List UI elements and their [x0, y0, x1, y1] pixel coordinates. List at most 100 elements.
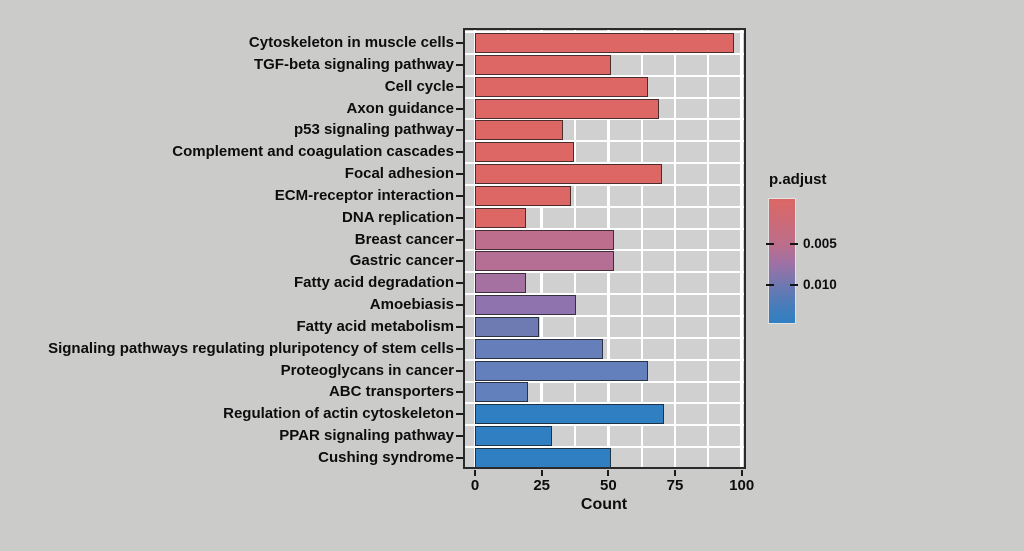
gridline-horizontal: [465, 468, 744, 469]
gridline-horizontal: [465, 183, 744, 186]
category-label: Gastric cancer: [349, 252, 454, 270]
y-axis-tick: [456, 435, 463, 438]
category-label: TGF-beta signaling pathway: [253, 55, 454, 73]
y-axis-tick: [456, 129, 463, 132]
category-label: ABC transporters: [328, 383, 454, 401]
category-label: ECM-receptor interaction: [274, 186, 454, 204]
x-axis-tick: [674, 470, 677, 476]
plot-panel: [463, 28, 746, 469]
category-label: Cell cycle: [384, 77, 454, 95]
y-axis-tick: [456, 194, 463, 197]
category-label: Fatty acid degradation: [293, 274, 454, 292]
category-label: Complement and coagulation cascades: [172, 143, 454, 161]
bar: [475, 98, 660, 119]
y-axis-tick: [456, 456, 463, 459]
legend-tick-mark: [790, 283, 798, 286]
gridline-horizontal: [465, 424, 744, 427]
category-label: Amoebiasis: [369, 296, 454, 314]
x-axis-tick: [740, 470, 743, 476]
bar: [475, 404, 665, 425]
x-tick-label: 50: [600, 477, 617, 494]
bar: [475, 295, 577, 316]
category-label: Proteoglycans in cancer: [280, 361, 454, 379]
gridline-horizontal: [465, 358, 744, 361]
category-label: Fatty acid metabolism: [296, 317, 454, 335]
category-label: DNA replication: [342, 208, 454, 226]
bar: [475, 382, 529, 403]
category-label: Signaling pathways regulating pluripoten…: [48, 339, 454, 357]
gridline-vertical-minor: [640, 30, 643, 467]
bar: [475, 229, 614, 250]
legend-gradient-bar: [768, 198, 796, 324]
bar: [475, 338, 604, 359]
gridline-horizontal: [465, 380, 744, 383]
category-label: Regulation of actin cytoskeleton: [223, 405, 454, 423]
category-label: Focal adhesion: [344, 165, 454, 183]
bar: [475, 426, 553, 447]
gridline-horizontal: [465, 31, 744, 34]
y-axis-tick: [456, 282, 463, 285]
y-axis-tick: [456, 85, 463, 88]
legend-tick-mark: [790, 243, 798, 246]
x-axis-tick: [474, 470, 476, 476]
bar: [475, 273, 526, 294]
gridline-vertical-major: [673, 30, 677, 467]
y-axis-tick: [456, 107, 463, 110]
category-label: PPAR signaling pathway: [279, 427, 454, 445]
gridline-vertical-minor: [707, 30, 710, 467]
bar: [475, 76, 649, 97]
bar: [475, 360, 649, 381]
x-tick-label: 25: [533, 477, 551, 494]
gridline-horizontal: [465, 118, 744, 121]
gridline-horizontal: [465, 74, 744, 77]
y-axis-tick: [456, 42, 463, 44]
x-tick-label: 0: [470, 477, 480, 494]
y-axis-tick: [456, 260, 463, 263]
y-axis-tick: [456, 151, 463, 154]
y-axis-tick: [456, 238, 463, 241]
y-axis-tick: [456, 216, 463, 219]
gridline-horizontal: [465, 205, 744, 208]
legend-tick-label: 0.010: [803, 276, 837, 292]
bar: [475, 120, 563, 141]
y-axis-tick: [456, 369, 463, 372]
gridline-horizontal: [465, 402, 744, 405]
bar: [475, 185, 571, 206]
category-label: p53 signaling pathway: [293, 121, 454, 139]
x-axis-tick: [607, 470, 610, 476]
category-label: Axon guidance: [346, 99, 454, 117]
category-label: Cytoskeleton in muscle cells: [248, 34, 454, 51]
y-axis-tick: [456, 325, 463, 328]
gridline-horizontal: [465, 336, 744, 339]
gridline-horizontal: [465, 315, 744, 317]
bar: [475, 316, 539, 337]
y-axis-tick: [456, 304, 463, 307]
legend-tick-label: 0.005: [803, 236, 837, 252]
x-tick-label: 75: [666, 477, 684, 494]
y-axis-tick: [456, 173, 463, 176]
gridline-horizontal: [465, 140, 744, 143]
bar: [475, 207, 526, 228]
legend-tick-mark: [766, 243, 774, 246]
bar: [475, 33, 734, 53]
gridline-horizontal: [465, 227, 744, 230]
gridline-horizontal: [465, 293, 744, 296]
gridline-horizontal: [465, 96, 744, 99]
y-axis-tick: [456, 347, 463, 350]
gridline-horizontal: [465, 249, 744, 252]
bar: [475, 142, 574, 163]
gridline-vertical-major: [740, 30, 743, 467]
y-axis-tick: [456, 413, 463, 416]
legend-tick-mark: [766, 283, 774, 286]
category-label: Cushing syndrome: [318, 448, 454, 466]
gridline-horizontal: [465, 52, 744, 55]
y-axis-tick: [456, 63, 463, 66]
bar: [475, 447, 612, 467]
gridline-horizontal: [465, 162, 744, 165]
x-axis-title: Count: [580, 496, 628, 513]
bar: [475, 251, 614, 272]
gridline-horizontal: [465, 271, 744, 274]
category-label: Breast cancer: [354, 230, 454, 248]
legend-title: p.adjust: [769, 171, 827, 188]
